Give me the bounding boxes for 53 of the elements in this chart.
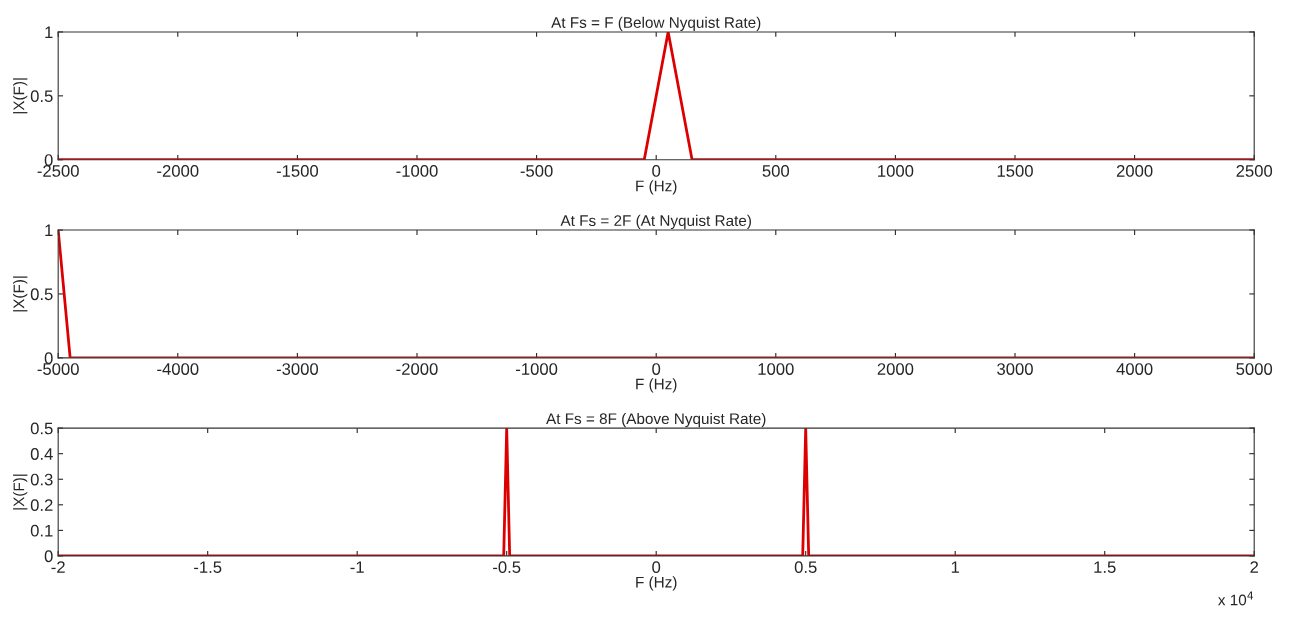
x-tick-label: 2000 [877, 363, 914, 375]
x-tick-label: -1000 [516, 363, 558, 375]
y-tick-label: 0.1 [30, 524, 53, 537]
y-tick-label: 0.5 [30, 422, 53, 435]
x-tick-label: -500 [520, 165, 553, 177]
x-tick-label: -2500 [37, 165, 79, 177]
y-tick-label: 0 [44, 154, 53, 166]
x-tick-label: -1 [350, 561, 364, 573]
y-tick-label: 0.5 [30, 90, 53, 103]
x-tick-label: 500 [762, 165, 790, 177]
y-axis-title: |X(F)| [13, 78, 28, 114]
y-tick-label: 0.4 [30, 448, 53, 460]
x-tick-label: 1000 [758, 363, 794, 375]
x-tick-label: 1500 [997, 165, 1033, 177]
x-tick-label: -1500 [276, 165, 319, 177]
y-tick-label: 0.3 [30, 473, 53, 486]
x-axis-title: F (Hz) [636, 576, 677, 591]
x-tick-label: 1000 [878, 165, 914, 177]
y-tick-label: 1 [45, 224, 53, 237]
chart-title: At Fs = 8F (Above Nyquist Rate) [546, 412, 766, 428]
text: x 10$^{4}$ [1218, 591, 1254, 606]
x-tick-label: -1.5 [194, 561, 222, 574]
x-tick-label: 2000 [1116, 165, 1153, 177]
x-tick-label: 0 [652, 561, 661, 574]
x-tick-label: -3000 [276, 363, 319, 375]
x-tick-label: -4000 [157, 363, 199, 375]
y-tick-label: 0 [44, 352, 53, 365]
x-tick-label: -2000 [396, 363, 438, 375]
x-tick-label: -2000 [157, 165, 199, 177]
y-tick-label: 0.5 [30, 288, 53, 301]
chart-title: At Fs = F (Below Nyquist Rate) [551, 16, 761, 31]
x-tick-label: 4000 [1116, 363, 1153, 375]
chart-title: At Fs = 2F (At Nyquist Rate) [560, 214, 751, 230]
y-axis-title: |X(F)| [13, 276, 28, 312]
x-tick-label: 0 [652, 165, 661, 177]
x-tick-label: 1 [951, 561, 960, 573]
x-tick-label: 2500 [1236, 165, 1273, 177]
x-axis-title: F (Hz) [636, 378, 677, 393]
x-tick-label: -2 [51, 561, 65, 573]
x-tick-label: -1000 [396, 165, 438, 177]
x-axis-title: F (Hz) [636, 180, 677, 195]
y-axis-title: |X(F)| [13, 474, 28, 510]
x-tick-label: 1.5 [1094, 561, 1116, 574]
x-tick-label: 3000 [997, 363, 1033, 375]
x-tick-label: 0.5 [794, 561, 817, 574]
y-tick-label: 1 [45, 26, 53, 38]
x-tick-label: -0.5 [493, 561, 521, 574]
x-tick-label: -5000 [37, 363, 79, 375]
x-tick-label: 5000 [1236, 363, 1273, 375]
y-tick-label: 0 [44, 550, 53, 563]
y-tick-label: 0.2 [30, 499, 53, 512]
x-tick-label: 0 [652, 363, 661, 375]
x-tick-label: 2 [1250, 561, 1259, 573]
